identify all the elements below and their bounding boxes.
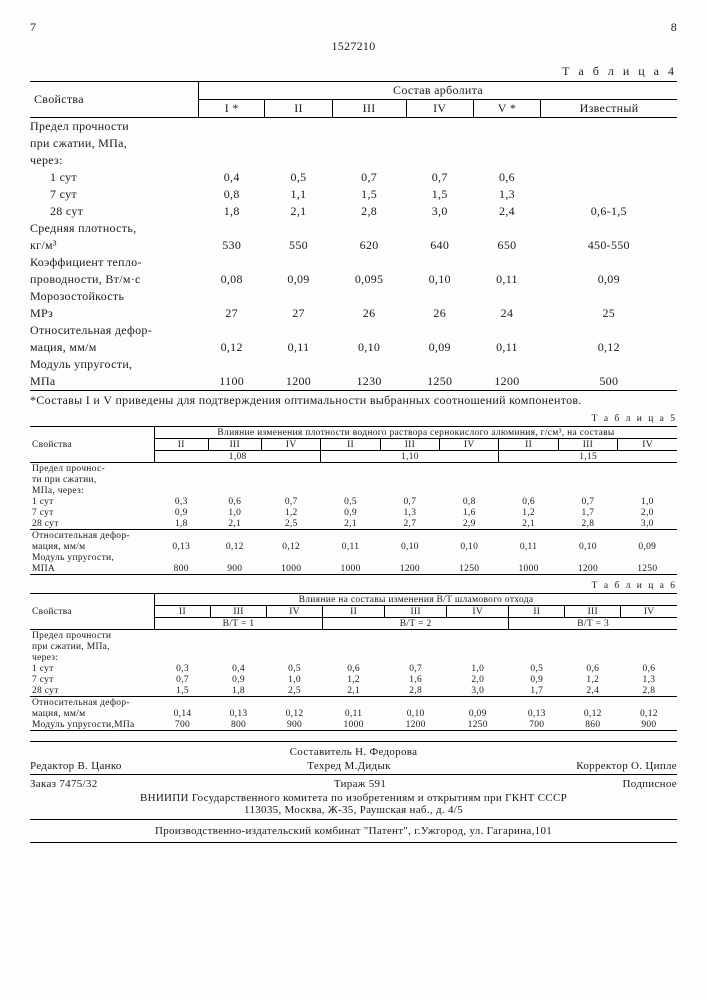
t4-footnote: *Составы I и V приведены для подтвержден…: [30, 393, 677, 408]
t6-prop-hdr: Свойства: [30, 594, 155, 630]
publisher-line: Производственно-издательский комбинат "П…: [30, 820, 677, 843]
table4: Свойства Состав арболита I * II III IV V…: [30, 81, 677, 391]
compiler: Составитель Н. Федорова: [30, 746, 677, 758]
t4-row: 7 сут: [30, 186, 199, 203]
t4-col: III: [332, 100, 406, 118]
page-left: 7: [30, 20, 36, 35]
t4-row: проводности, Вт/м·с: [30, 271, 199, 288]
t4-row: при сжатии, МПа,: [30, 135, 677, 152]
t4-row: МРз: [30, 305, 199, 322]
t4-row: Модуль упругости,: [30, 356, 677, 373]
table6-caption: Т а б л и ц а 6: [30, 581, 677, 591]
t4-col: I *: [199, 100, 265, 118]
doc-number: 1527210: [30, 39, 677, 54]
t4-row: 28 сут: [30, 203, 199, 220]
table4-caption: Т а б л и ц а 4: [30, 64, 677, 79]
t4-col: Известный: [541, 100, 677, 118]
t4-row: кг/м³: [30, 237, 199, 254]
t5-prop-hdr: Свойства: [30, 427, 155, 463]
order-no: Заказ 7475/32: [30, 778, 98, 790]
table5: Свойства Влияние изменения плотности вод…: [30, 426, 677, 575]
page-number-row: 7 8: [30, 20, 677, 35]
t4-row: Относительная дефор-: [30, 322, 677, 339]
editor: Редактор В. Цанко: [30, 760, 122, 772]
t4-comp-hdr: Состав арболита: [199, 82, 678, 100]
podpisnoe: Подписное: [623, 778, 677, 790]
t4-row: МПа: [30, 373, 199, 391]
t5-main-hdr: Влияние изменения плотности водного раст…: [155, 427, 678, 439]
t4-row: через:: [30, 152, 677, 169]
t4-prop-hdr: Свойства: [30, 82, 199, 118]
tech-editor: Техред М.Дидык: [307, 760, 391, 772]
t4-col: V *: [473, 100, 540, 118]
credits-block: Составитель Н. Федорова Редактор В. Цанк…: [30, 741, 677, 843]
t4-row: Коэффициент тепло-: [30, 254, 677, 271]
t4-row: Морозостойкость: [30, 288, 677, 305]
t4-row: Предел прочности: [30, 118, 677, 136]
t4-row: Средняя плотность,: [30, 220, 677, 237]
t4-row: мация, мм/м: [30, 339, 199, 356]
address-line: 113035, Москва, Ж-35, Раушская наб., д. …: [30, 804, 677, 820]
table6: Свойства Влияние на составы изменения В/…: [30, 593, 677, 731]
org-line: ВНИИПИ Государственного комитета по изоб…: [30, 792, 677, 804]
t4-col: IV: [406, 100, 473, 118]
tirazh: Тираж 591: [334, 778, 386, 790]
t6-main-hdr: Влияние на составы изменения В/Т шламово…: [155, 594, 678, 606]
table5-caption: Т а б л и ц а 5: [30, 414, 677, 424]
t4-col: II: [265, 100, 332, 118]
corrector: Корректор О. Ципле: [576, 760, 677, 772]
t4-row: 1 сут: [30, 169, 199, 186]
page-right: 8: [671, 20, 677, 35]
